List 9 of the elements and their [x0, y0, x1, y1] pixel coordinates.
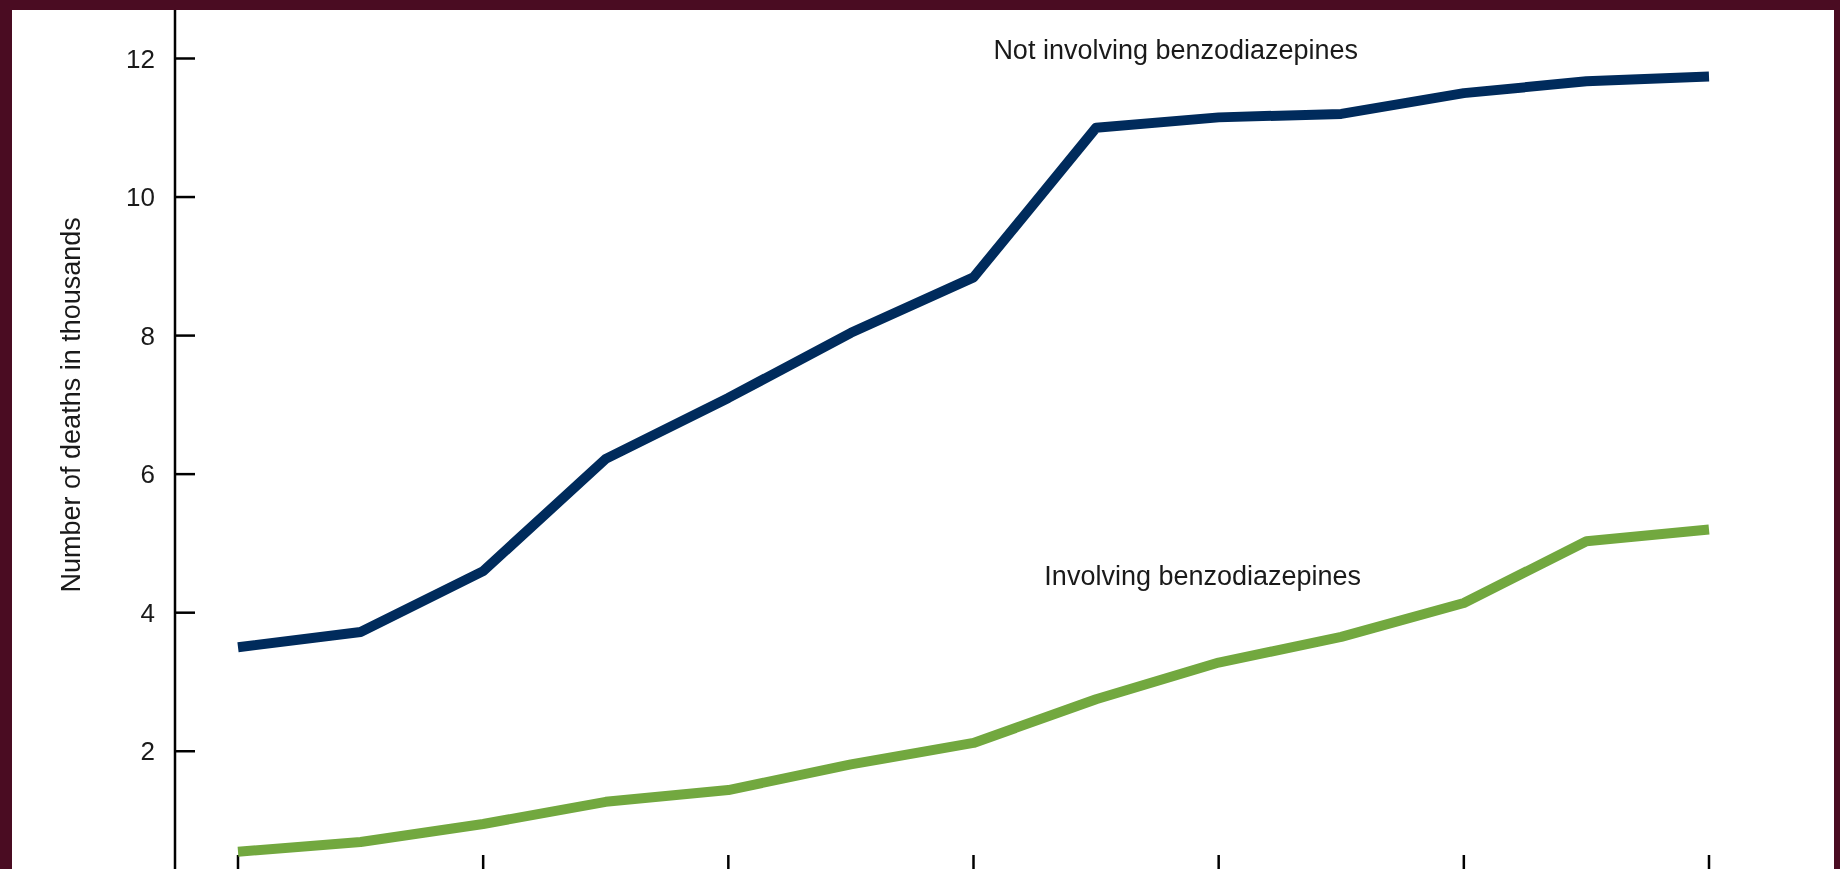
series-label: Involving benzodiazepines [1044, 560, 1362, 591]
y-tick-label: 2 [140, 736, 155, 767]
y-tick-label: 8 [140, 320, 155, 351]
y-tick-label: 6 [140, 459, 155, 490]
y-tick-label: 12 [126, 43, 155, 74]
y-tick-label: 10 [126, 182, 155, 213]
series-label: Not involving benzodiazepines [993, 34, 1359, 65]
y-tick-label: 4 [140, 597, 155, 628]
y-axis-title: Number of deaths in thousands [56, 217, 86, 593]
